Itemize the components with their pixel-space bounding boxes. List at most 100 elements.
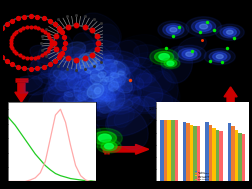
Ellipse shape (135, 78, 144, 88)
Bar (238, 133, 242, 181)
Ellipse shape (84, 65, 100, 74)
Ellipse shape (67, 74, 92, 92)
Ellipse shape (47, 35, 72, 63)
Ellipse shape (107, 105, 148, 150)
Ellipse shape (73, 81, 109, 103)
Ellipse shape (138, 65, 178, 114)
Ellipse shape (186, 52, 193, 56)
Bar (171, 120, 175, 181)
Ellipse shape (90, 69, 104, 81)
Ellipse shape (48, 47, 90, 95)
Ellipse shape (78, 90, 111, 107)
Ellipse shape (162, 46, 193, 83)
Ellipse shape (94, 85, 116, 102)
Ellipse shape (101, 60, 126, 74)
Bar (175, 120, 178, 181)
Ellipse shape (47, 113, 78, 131)
Ellipse shape (31, 60, 41, 72)
Ellipse shape (49, 78, 76, 95)
Ellipse shape (73, 87, 81, 92)
Ellipse shape (59, 57, 79, 81)
Ellipse shape (78, 98, 119, 120)
Ellipse shape (102, 77, 108, 81)
Ellipse shape (111, 94, 140, 114)
Ellipse shape (167, 61, 174, 66)
Ellipse shape (41, 62, 64, 79)
Ellipse shape (93, 53, 123, 69)
Ellipse shape (164, 60, 177, 67)
Ellipse shape (49, 61, 72, 82)
Ellipse shape (99, 96, 115, 114)
Ellipse shape (38, 70, 68, 85)
Bar (194, 126, 197, 181)
Ellipse shape (28, 86, 81, 113)
Ellipse shape (103, 68, 135, 106)
Ellipse shape (111, 74, 132, 93)
Ellipse shape (83, 81, 112, 102)
Ellipse shape (59, 95, 79, 105)
FancyArrow shape (224, 87, 237, 106)
Ellipse shape (88, 48, 104, 67)
Bar (209, 125, 212, 181)
Ellipse shape (196, 22, 212, 31)
Ellipse shape (60, 64, 83, 79)
Ellipse shape (107, 70, 114, 76)
Ellipse shape (79, 76, 96, 96)
Ellipse shape (192, 20, 216, 33)
Ellipse shape (57, 94, 100, 116)
FancyArrow shape (103, 144, 149, 154)
Ellipse shape (24, 74, 57, 95)
Ellipse shape (68, 73, 81, 89)
Ellipse shape (30, 45, 60, 64)
Ellipse shape (59, 126, 74, 134)
Ellipse shape (57, 118, 68, 125)
Ellipse shape (178, 37, 207, 54)
Ellipse shape (223, 28, 236, 36)
Ellipse shape (53, 57, 116, 88)
Ellipse shape (94, 88, 101, 94)
Ellipse shape (216, 55, 223, 59)
Ellipse shape (134, 45, 162, 59)
Ellipse shape (98, 72, 106, 77)
Ellipse shape (78, 80, 101, 106)
Ellipse shape (92, 61, 106, 68)
Ellipse shape (80, 67, 99, 80)
Legend: Control, Liposome, CdSe@ZnS, Lip+QD 1, Lip+QD 2: Control, Liposome, CdSe@ZnS, Lip+QD 1, L… (194, 170, 211, 181)
Ellipse shape (13, 108, 30, 119)
Ellipse shape (97, 139, 121, 153)
Ellipse shape (86, 70, 91, 73)
Ellipse shape (102, 78, 118, 92)
Ellipse shape (161, 58, 180, 69)
Ellipse shape (213, 53, 227, 61)
Bar (183, 122, 186, 181)
Bar (228, 123, 231, 181)
Ellipse shape (27, 53, 61, 79)
Ellipse shape (87, 128, 122, 148)
FancyArrow shape (15, 83, 28, 102)
Ellipse shape (74, 62, 89, 78)
Ellipse shape (98, 69, 108, 81)
Ellipse shape (43, 85, 85, 132)
Ellipse shape (73, 118, 101, 138)
Ellipse shape (96, 96, 107, 102)
Ellipse shape (108, 98, 133, 111)
Ellipse shape (166, 25, 180, 34)
Ellipse shape (80, 43, 116, 83)
Ellipse shape (61, 54, 107, 101)
Bar (186, 123, 190, 181)
Ellipse shape (159, 53, 169, 60)
Ellipse shape (58, 42, 86, 62)
Bar (168, 120, 171, 181)
Ellipse shape (64, 90, 87, 102)
Ellipse shape (114, 61, 118, 64)
Ellipse shape (38, 37, 72, 77)
Ellipse shape (170, 28, 177, 32)
Bar (212, 128, 216, 181)
Ellipse shape (78, 64, 108, 79)
Ellipse shape (96, 63, 105, 70)
Bar (205, 122, 209, 181)
Ellipse shape (132, 97, 149, 112)
Ellipse shape (78, 67, 86, 74)
Ellipse shape (133, 57, 152, 67)
Ellipse shape (96, 66, 104, 70)
